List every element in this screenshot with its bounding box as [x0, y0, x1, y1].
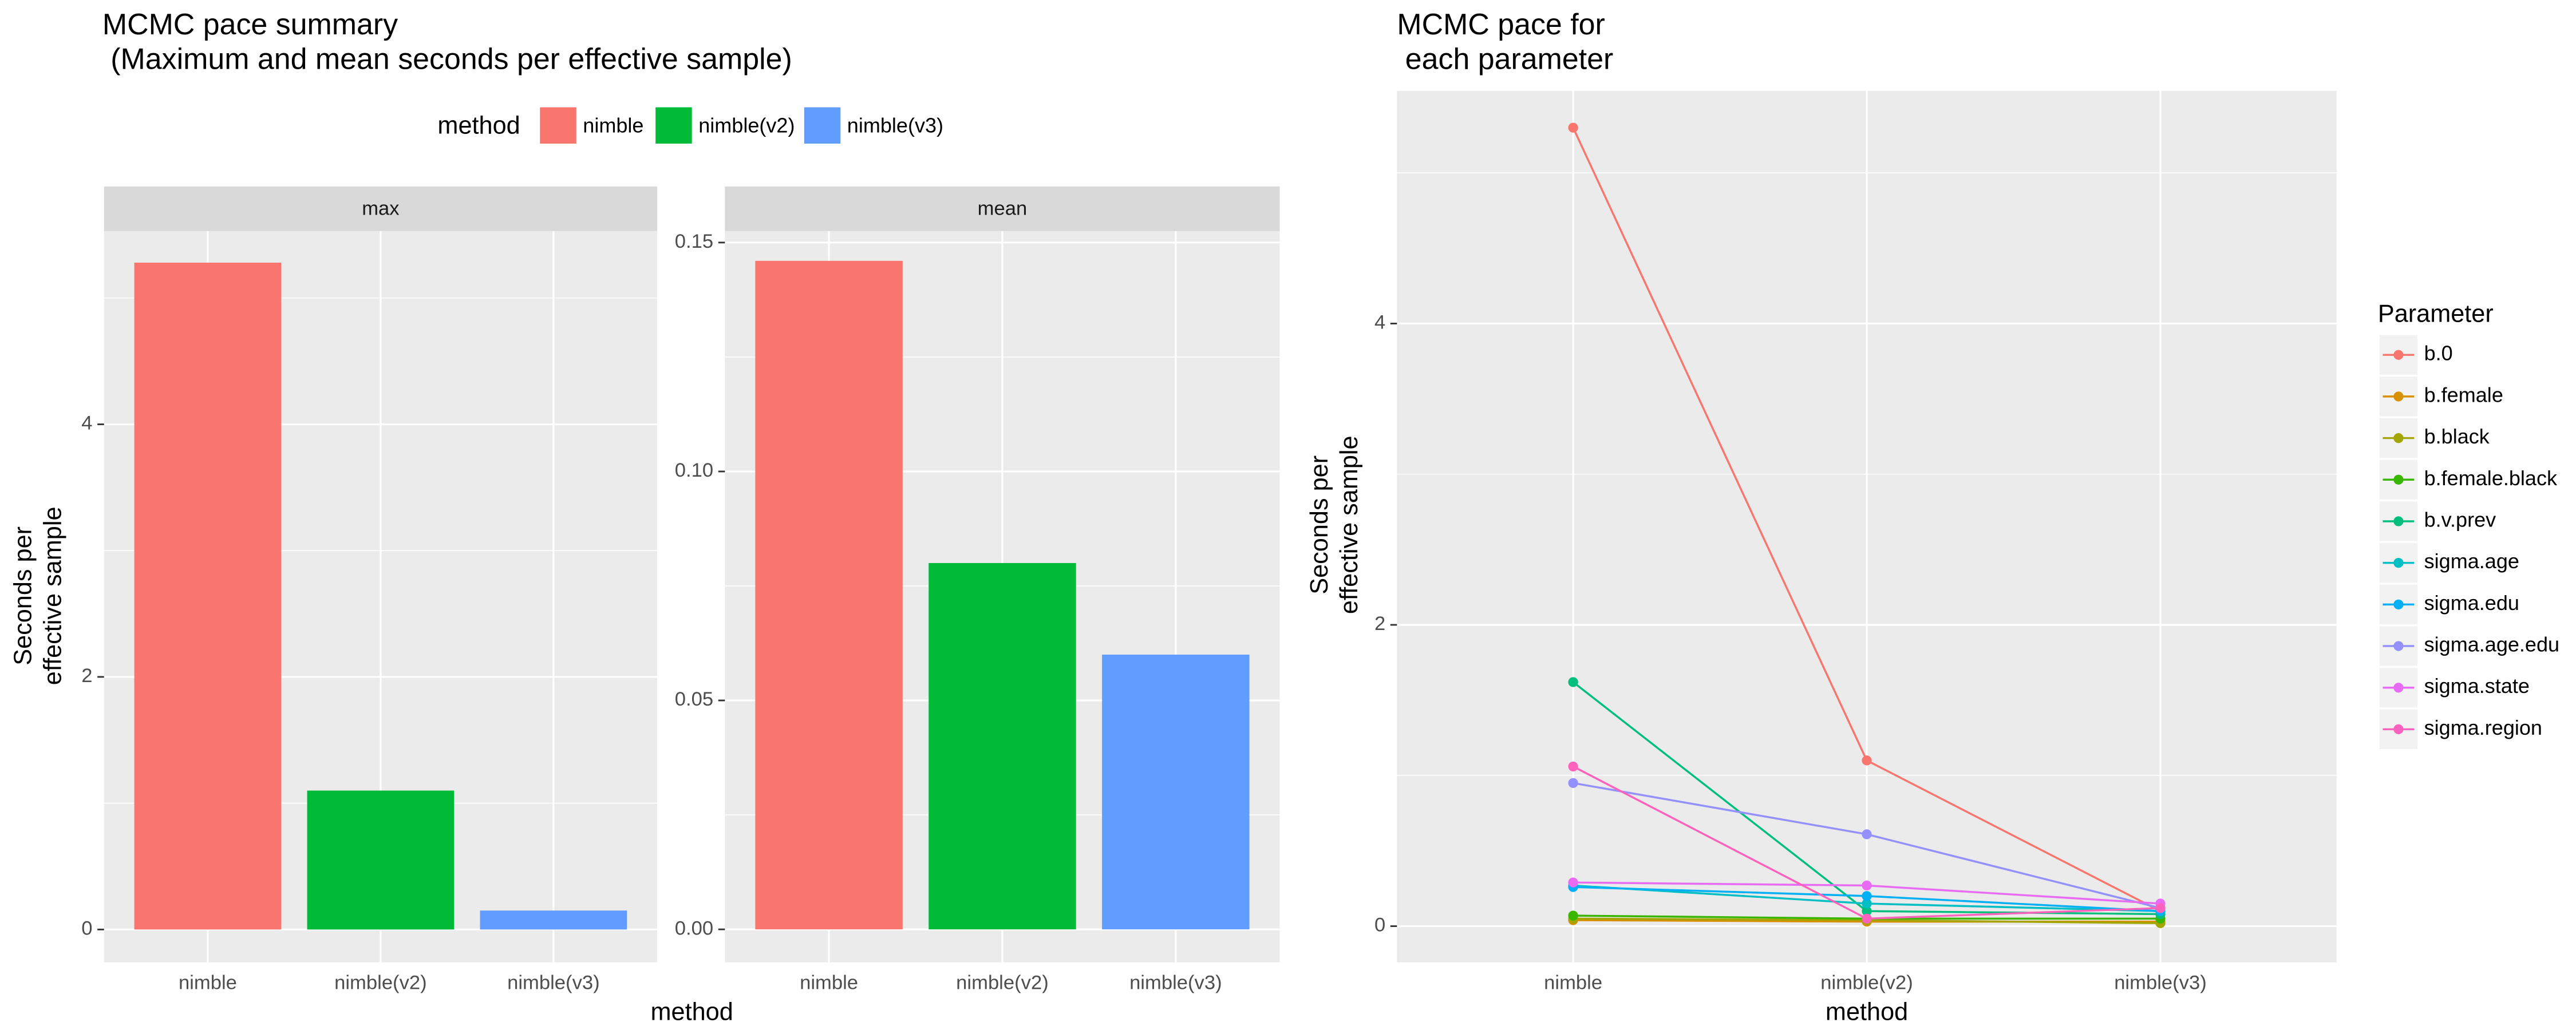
legend-title: Parameter: [2378, 300, 2494, 327]
point: [1568, 677, 1578, 687]
bar: [480, 910, 627, 930]
legend-key: [804, 107, 841, 144]
point: [1568, 778, 1578, 789]
y-tick-label: 2: [81, 665, 92, 687]
y-tick-label: 4: [81, 413, 92, 434]
legend-key-point: [2393, 474, 2404, 485]
strip-label: max: [362, 197, 399, 219]
y-axis-title: effective sample: [39, 506, 67, 685]
legend-label: b.v.prev: [2424, 508, 2496, 531]
legend-label: sigma.age: [2424, 549, 2519, 573]
strip-label: mean: [978, 197, 1028, 219]
y-tick-label: 0: [1374, 914, 1385, 936]
y-axis-title: Seconds per: [1306, 455, 1333, 595]
point: [1862, 913, 1872, 924]
point: [1862, 829, 1872, 839]
bar: [307, 790, 455, 930]
y-tick-label: 0.10: [675, 459, 713, 481]
chart-title: (Maximum and mean seconds per effective …: [110, 42, 792, 76]
x-axis-title: method: [651, 999, 733, 1026]
legend-key-point: [2393, 516, 2404, 526]
bar: [134, 263, 282, 930]
point: [1862, 906, 1872, 916]
y-tick-label: 2: [1374, 613, 1385, 635]
bar: [755, 260, 903, 930]
bar: [1102, 655, 1250, 930]
strip: [725, 186, 1280, 231]
y-axis-title: effective sample: [1336, 435, 1363, 614]
bar: [929, 562, 1076, 930]
legend-key-point: [2393, 724, 2404, 735]
legend-key-point: [2393, 599, 2404, 609]
legend-label: sigma.edu: [2424, 591, 2519, 615]
legend-key-point: [2393, 558, 2404, 568]
x-tick-label: nimble: [1544, 972, 1602, 993]
legend-title: method: [437, 112, 520, 140]
x-tick-label: nimble(v3): [2114, 972, 2207, 993]
legend-label: sigma.state: [2424, 674, 2530, 698]
x-axis-title: method: [1826, 999, 1908, 1026]
legend-label: b.0: [2424, 342, 2453, 365]
legend-key-point: [2393, 641, 2404, 651]
y-tick-label: 0: [81, 917, 92, 939]
legend-key: [655, 107, 692, 144]
x-tick-label: nimble: [179, 972, 237, 993]
x-tick-label: nimble(v3): [507, 972, 600, 993]
legend-key-point: [2393, 391, 2404, 402]
legend-key-point: [2393, 683, 2404, 693]
x-tick-label: nimble(v2): [956, 972, 1049, 993]
legend-label: sigma.region: [2424, 716, 2542, 739]
x-tick-label: nimble(v2): [1820, 972, 1913, 993]
point: [1862, 891, 1872, 901]
y-tick-label: 4: [1374, 312, 1385, 334]
y-axis-title: Seconds per: [10, 526, 37, 665]
legend-label: b.female.black: [2424, 466, 2558, 490]
point: [2155, 903, 2166, 913]
point: [1862, 898, 1872, 909]
legend-label: b.female: [2424, 383, 2503, 406]
legend-label: sigma.age.edu: [2424, 633, 2559, 656]
legend-label: b.black: [2424, 425, 2490, 448]
x-tick-label: nimble(v3): [1129, 972, 1222, 993]
point: [1568, 877, 1578, 888]
legend-key-point: [2393, 433, 2404, 443]
y-tick-label: 0.15: [675, 231, 713, 252]
legend-label: nimble: [583, 114, 643, 137]
point: [1568, 910, 1578, 921]
point: [1862, 880, 1872, 891]
legend-label: nimble(v3): [847, 114, 943, 137]
legend-label: nimble(v2): [698, 114, 795, 137]
legend-key: [540, 107, 576, 144]
chart-title: each parameter: [1405, 42, 1614, 76]
x-tick-label: nimble(v2): [334, 972, 427, 993]
chart-title: MCMC pace summary: [102, 8, 398, 41]
y-tick-label: 0.05: [675, 688, 713, 710]
legend-key-point: [2393, 350, 2404, 360]
point: [1568, 122, 1578, 133]
point: [1862, 755, 1872, 766]
x-tick-label: nimble: [800, 972, 858, 993]
chart-title: MCMC pace for: [1397, 8, 1605, 41]
y-tick-label: 0.00: [675, 917, 713, 939]
strip: [104, 186, 658, 231]
point: [1568, 761, 1578, 772]
